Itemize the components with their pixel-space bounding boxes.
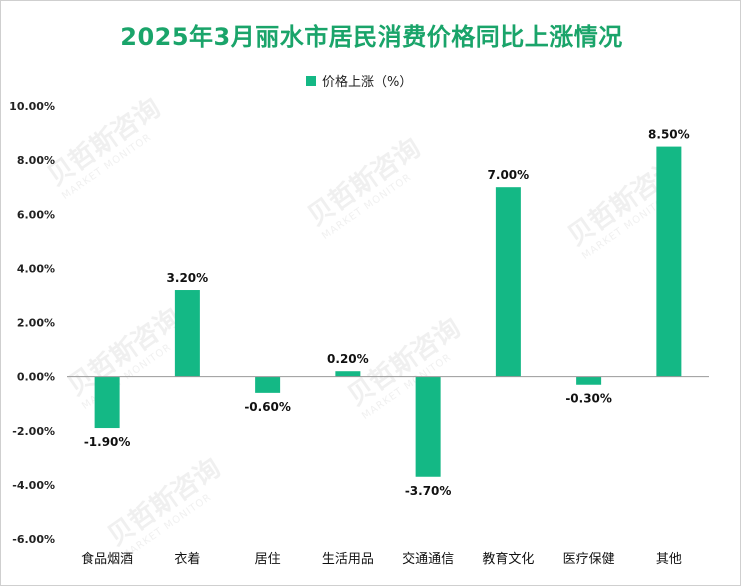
data-label: -1.90% bbox=[84, 435, 131, 449]
y-tick-label: 2.00% bbox=[17, 317, 55, 330]
data-label: 3.20% bbox=[167, 271, 209, 285]
bar bbox=[656, 146, 682, 377]
bar bbox=[94, 376, 120, 429]
x-tick-label: 食品烟酒 bbox=[81, 551, 133, 567]
y-tick-label: -6.00% bbox=[12, 533, 55, 546]
data-label: 0.20% bbox=[327, 352, 369, 366]
bar bbox=[174, 290, 200, 377]
y-tick-label: 6.00% bbox=[17, 208, 55, 221]
bar bbox=[576, 376, 602, 385]
x-tick-label: 居住 bbox=[255, 552, 281, 567]
y-tick-label: 0.00% bbox=[17, 371, 55, 384]
chart-legend: 价格上涨（%） bbox=[306, 71, 412, 90]
legend-label: 价格上涨（%） bbox=[322, 75, 413, 90]
bars bbox=[94, 146, 682, 477]
legend-swatch bbox=[306, 75, 316, 86]
bar bbox=[255, 376, 281, 393]
y-tick-label: 10.00% bbox=[9, 100, 55, 113]
x-tick-label: 医疗保健 bbox=[563, 552, 615, 567]
y-tick-label: -4.00% bbox=[12, 479, 55, 492]
data-label: 7.00% bbox=[488, 168, 530, 182]
x-tick-label: 教育文化 bbox=[482, 551, 534, 567]
y-tick-label: 8.00% bbox=[17, 154, 55, 167]
x-axis: 食品烟酒 衣着 居住 生活用品 交通通信 教育文化 医疗保健 其他 bbox=[67, 376, 709, 567]
x-tick-label: 交通通信 bbox=[402, 551, 454, 567]
bar bbox=[335, 371, 361, 377]
y-tick-label: 4.00% bbox=[17, 262, 55, 275]
y-tick-label: -2.00% bbox=[12, 425, 55, 438]
bar bbox=[495, 187, 521, 377]
data-label: -0.30% bbox=[565, 392, 612, 406]
x-tick-label: 生活用品 bbox=[322, 552, 374, 567]
chart-title: 2025年3月丽水市居民消费价格同比上涨情况 bbox=[120, 23, 623, 51]
x-tick-label: 衣着 bbox=[174, 551, 200, 567]
data-label: -0.60% bbox=[244, 400, 291, 414]
bar bbox=[415, 376, 441, 477]
x-tick-label: 其他 bbox=[656, 552, 682, 567]
data-label: 8.50% bbox=[648, 128, 690, 142]
data-labels: -1.90% 3.20% -0.60% 0.20% -3.70% 7.00% -0.30% 8… bbox=[84, 128, 690, 498]
data-label: -3.70% bbox=[405, 484, 452, 498]
y-axis: 10.00% 8.00% 6.00% 4.00% 2.00% 0.00% -2.00% -4.… bbox=[9, 100, 55, 546]
